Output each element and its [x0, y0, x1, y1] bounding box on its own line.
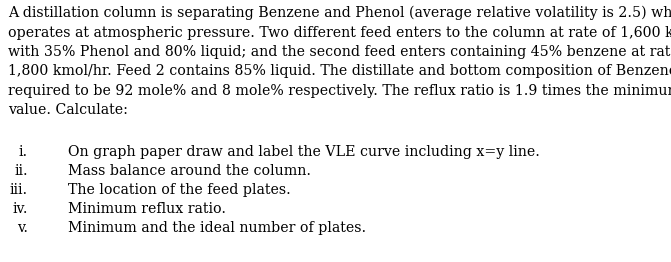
Text: 1,800 kmol/hr. Feed 2 contains 85% liquid. The distillate and bottom composition: 1,800 kmol/hr. Feed 2 contains 85% liqui…	[8, 64, 671, 79]
Text: required to be 92 mole% and 8 mole% respectively. The reflux ratio is 1.9 times : required to be 92 mole% and 8 mole% resp…	[8, 84, 671, 98]
Text: Minimum reflux ratio.: Minimum reflux ratio.	[68, 202, 226, 216]
Text: Mass balance around the column.: Mass balance around the column.	[68, 164, 311, 178]
Text: iv.: iv.	[13, 202, 28, 216]
Text: A distillation column is separating Benzene and Phenol (average relative volatil: A distillation column is separating Benz…	[8, 6, 671, 20]
Text: i.: i.	[19, 145, 28, 159]
Text: The location of the feed plates.: The location of the feed plates.	[68, 183, 291, 197]
Text: iii.: iii.	[10, 183, 28, 197]
Text: ii.: ii.	[14, 164, 28, 178]
Text: Minimum and the ideal number of plates.: Minimum and the ideal number of plates.	[68, 221, 366, 235]
Text: v.: v.	[17, 221, 28, 235]
Text: with 35% Phenol and 80% liquid; and the second feed enters containing 45% benzen: with 35% Phenol and 80% liquid; and the …	[8, 45, 671, 59]
Text: operates at atmospheric pressure. Two different feed enters to the column at rat: operates at atmospheric pressure. Two di…	[8, 25, 671, 40]
Text: value. Calculate:: value. Calculate:	[8, 103, 128, 117]
Text: On graph paper draw and label the VLE curve including x=y line.: On graph paper draw and label the VLE cu…	[68, 145, 540, 159]
